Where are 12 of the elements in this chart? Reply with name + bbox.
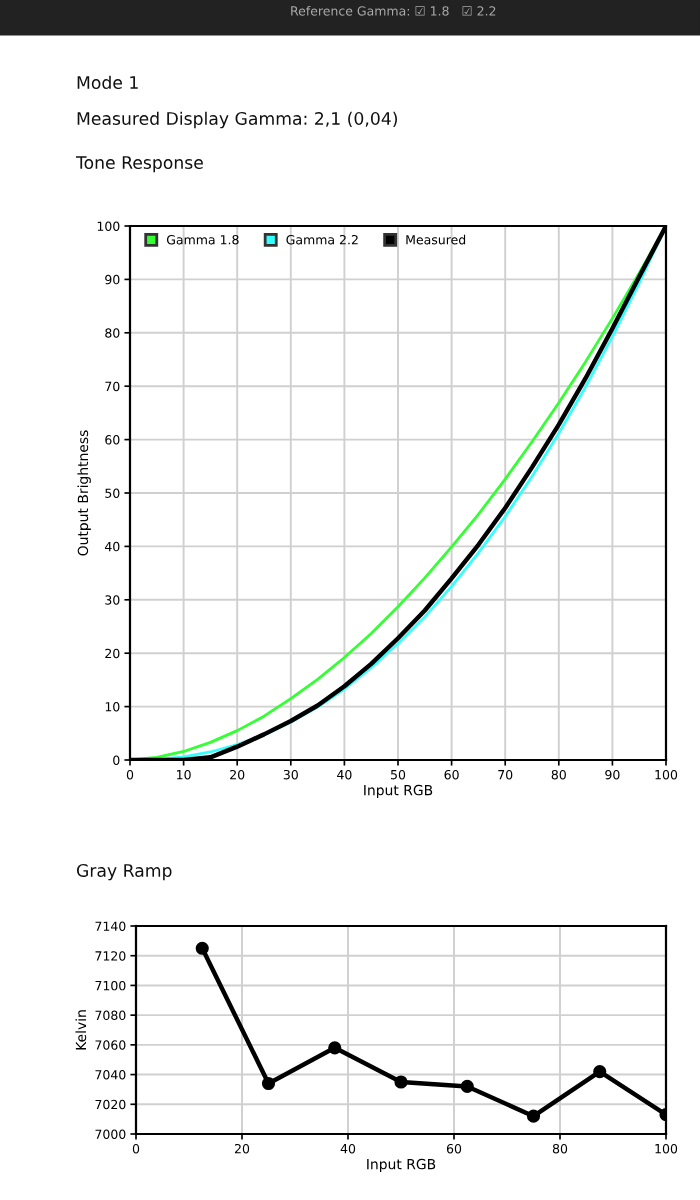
point: [460, 1079, 474, 1094]
point: [526, 1109, 541, 1123]
chart-title: Tone Response: [75, 156, 203, 173]
chart-title: Gray Ramp: [76, 863, 172, 881]
point: [394, 1075, 408, 1089]
text: Mode 1: [77, 75, 138, 89]
point: [261, 1076, 276, 1091]
point: [328, 1041, 342, 1055]
point: [195, 941, 209, 955]
line-series: [130, 226, 666, 760]
text: Measured Display Gamma: 2,1 (0,04): [77, 111, 397, 129]
point: [593, 1065, 607, 1079]
